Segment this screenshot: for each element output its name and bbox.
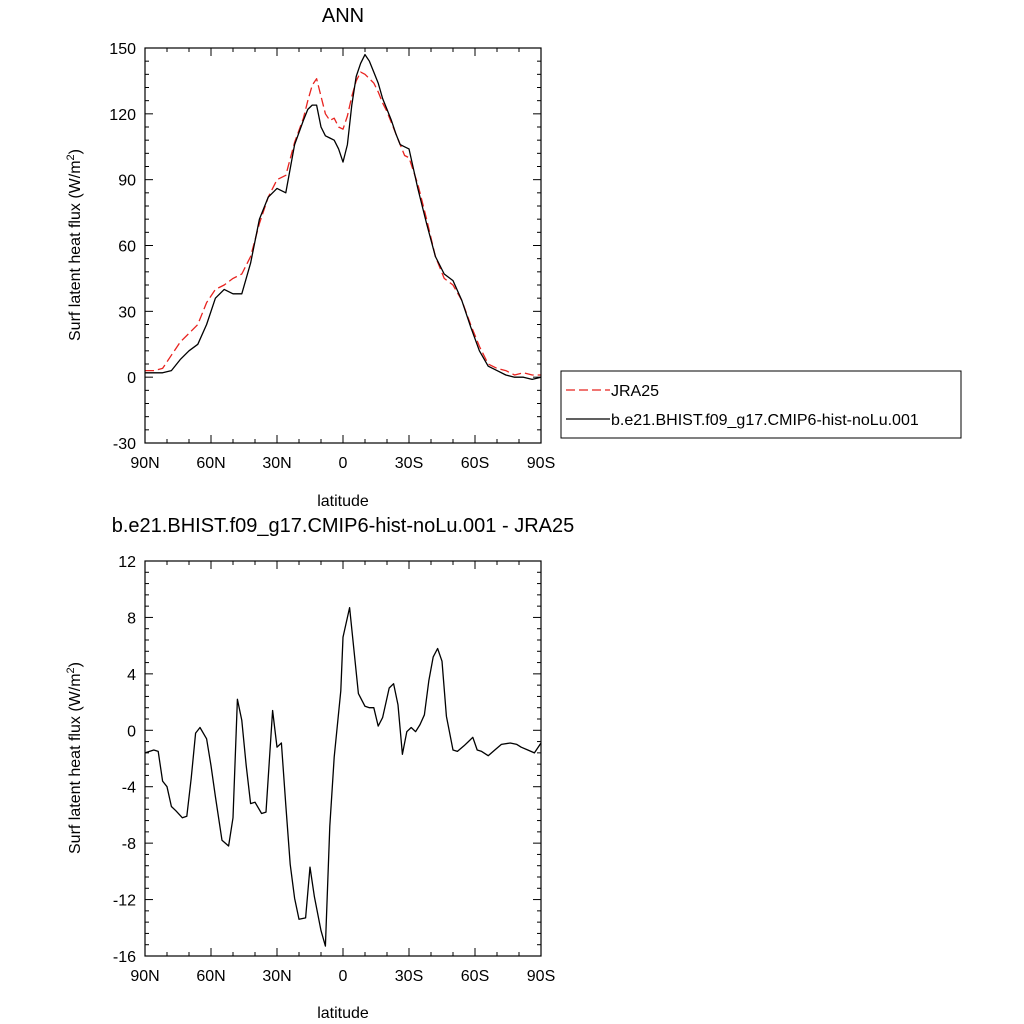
bottom-y-axis-label: Surf latent heat flux (W/m2) [65, 662, 84, 854]
top-series-line-model [145, 53, 542, 381]
bottom-y-tick-label: -12 [113, 893, 136, 910]
top-panel: ANN 90N 60N 30N 0 30S 60S 90S-300306090120150 … [65, 5, 962, 510]
bottom-x-tick-label: 60S [461, 968, 489, 985]
bottom-y-tick-label: 4 [127, 667, 136, 684]
top-chart-title: ANN [322, 5, 364, 27]
top-y-axis-label: Surf latent heat flux (W/m2) [65, 149, 84, 341]
bottom-series-line-difference [144, 606, 542, 947]
bottom-y-axis-label-superscript: 2 [65, 667, 77, 673]
bottom-panel: b.e21.BHIST.f09_g17.CMIP6-hist-noLu.001 … [65, 515, 574, 1022]
bottom-x-tick-label: 30N [262, 968, 291, 985]
bottom-plot-area: 90N 60N 30N 0 30S 60S 90S -16 -12 -8 -4 0 4 8 12 [113, 554, 555, 985]
top-y-tick-label: 0 [127, 370, 136, 387]
top-plot-area: 90N 60N 30N 0 30S 60S 90S -30 0 30 60 90 120 150 [109, 41, 555, 472]
top-y-axis-label-end: ) [67, 149, 84, 154]
top-y-tick-label: 30 [118, 304, 136, 321]
legend-box [560, 370, 962, 439]
bottom-y-tick-label: 0 [127, 723, 136, 740]
bottom-y-axis-label-main: Surf latent heat flux (W/m [67, 673, 84, 854]
bottom-y-tick-label: -8 [122, 836, 136, 853]
bottom-chart-title: b.e21.BHIST.f09_g17.CMIP6-hist-noLu.001 … [112, 515, 574, 537]
top-y-axis-label-superscript: 2 [65, 154, 77, 160]
top-x-tick-label: 60N [196, 455, 225, 472]
bottom-x-tick-label: 90N [130, 968, 159, 985]
top-y-tick-label: 150 [109, 41, 136, 58]
bottom-y-tick-label: -4 [122, 780, 136, 797]
top-y-tick-label: -30 [113, 436, 136, 453]
top-y-tick-label: 90 [118, 173, 136, 190]
legend: JRA25 b.e21.BHIST.f09_g17.CMIP6-hist-noL… [560, 370, 962, 439]
top-x-axis-label: latitude [317, 493, 369, 510]
top-x-tick-label: 30S [395, 455, 423, 472]
top-x-tick-label: 90S [527, 455, 555, 472]
top-series-line-jra25 [145, 71, 541, 376]
bottom-plot-frame [144, 560, 542, 957]
top-x-tick-label: 60S [461, 455, 489, 472]
legend-label-jra25: JRA25 [611, 383, 659, 400]
top-plot-frame [144, 47, 542, 444]
top-x-tick-label: 0 [339, 455, 348, 472]
bottom-x-tick-label: 0 [339, 968, 348, 985]
bottom-x-tick-label: 90S [527, 968, 555, 985]
top-y-tick-label: 60 [118, 239, 136, 256]
bottom-y-tick-label: 8 [127, 610, 136, 627]
top-x-tick-label: 30N [262, 455, 291, 472]
bottom-y-axis-label-end: ) [67, 662, 84, 667]
bottom-x-tick-label: 60N [196, 968, 225, 985]
bottom-x-axis-label: latitude [317, 1005, 369, 1022]
top-y-axis-label-main: Surf latent heat flux (W/m [67, 160, 84, 341]
bottom-y-tick-label: 12 [118, 554, 136, 571]
bottom-y-tick-label: -16 [113, 949, 136, 966]
bottom-x-tick-label: 30S [395, 968, 423, 985]
top-y-tick-label: 120 [109, 107, 136, 124]
legend-label-model: b.e21.BHIST.f09_g17.CMIP6-hist-noLu.001 [611, 412, 919, 429]
top-x-tick-label: 90N [130, 455, 159, 472]
